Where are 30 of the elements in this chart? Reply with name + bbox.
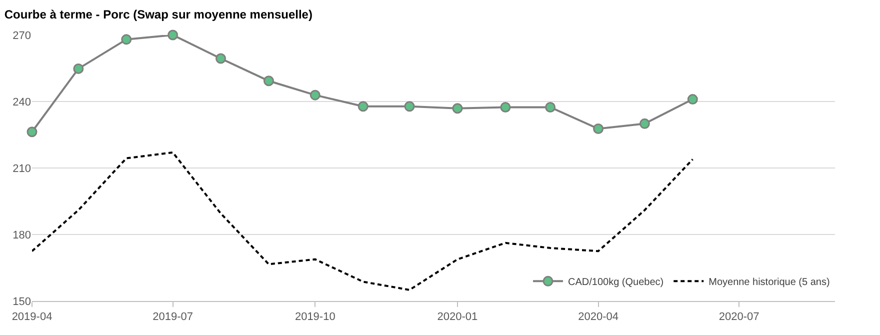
y-tick-label: 270 (12, 30, 31, 42)
x-tick-label: 2020-04 (578, 311, 618, 324)
point (500, 102, 511, 113)
legend-label: CAD/100kg (Quebec) (568, 277, 664, 288)
point (168, 30, 178, 40)
point (263, 76, 274, 86)
point (545, 102, 556, 113)
point (310, 90, 320, 100)
point (216, 53, 226, 64)
y-tick-label: 210 (12, 162, 31, 175)
point (358, 101, 368, 112)
y-tick-label: 240 (12, 96, 31, 108)
point (687, 94, 698, 105)
point (639, 118, 650, 129)
point (121, 34, 132, 45)
point (404, 101, 415, 112)
point (593, 124, 604, 134)
y-tick-label: 150 (12, 296, 31, 308)
legend-label: Moyenne historique (5 ans) (708, 277, 830, 288)
x-tick-label: 2019-10 (294, 311, 336, 324)
point (452, 103, 463, 114)
x-tick-label: 2019-07 (152, 311, 193, 324)
x-tick-label: 2019-04 (12, 311, 52, 324)
x-tick-label: 2020-07 (718, 311, 760, 324)
point (26, 126, 38, 138)
y-tick-label: 180 (12, 229, 31, 242)
chart-title: Courbe à terme - Porc (Swap sur moyenne mensuelle) (4, 7, 312, 22)
point (73, 63, 84, 74)
x-tick-label: 2020-01 (437, 311, 478, 324)
line-series (32, 151, 694, 291)
